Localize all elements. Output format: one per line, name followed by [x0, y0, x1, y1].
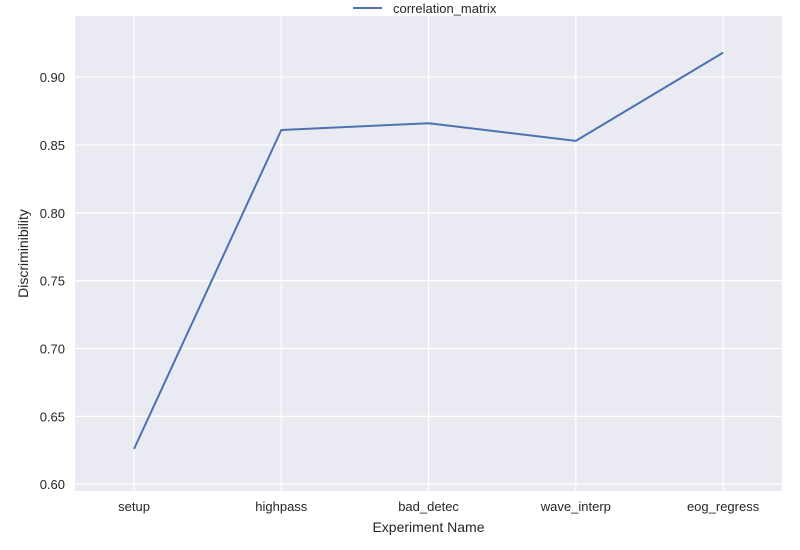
legend-label: correlation_matrix: [393, 1, 497, 16]
grid-lines: [75, 16, 782, 491]
y-tick-label: 0.90: [40, 70, 65, 85]
legend: correlation_matrix: [353, 1, 497, 16]
y-tick-label: 0.65: [40, 409, 65, 424]
y-tick-label: 0.75: [40, 274, 65, 289]
y-tick-label: 0.70: [40, 342, 65, 357]
series-group: [133, 51, 724, 450]
x-tick-label: setup: [118, 499, 150, 514]
x-tick-label: wave_interp: [540, 499, 611, 514]
x-tick-label: highpass: [255, 499, 308, 514]
y-axis-label: Discriminibility: [15, 209, 31, 298]
y-tick-label: 0.60: [40, 477, 65, 492]
x-tick-label: eog_regress: [687, 499, 760, 514]
x-axis-label: Experiment Name: [372, 519, 484, 535]
x-tick-label: bad_detec: [398, 499, 459, 514]
y-tick-label: 0.85: [40, 138, 65, 153]
y-tick-labels: 0.60 0.65 0.70 0.75 0.80 0.85 0.90: [40, 70, 65, 492]
x-tick-labels: setup highpass bad_detec wave_interp eog_reg…: [118, 499, 760, 514]
y-tick-label: 0.80: [40, 206, 65, 221]
